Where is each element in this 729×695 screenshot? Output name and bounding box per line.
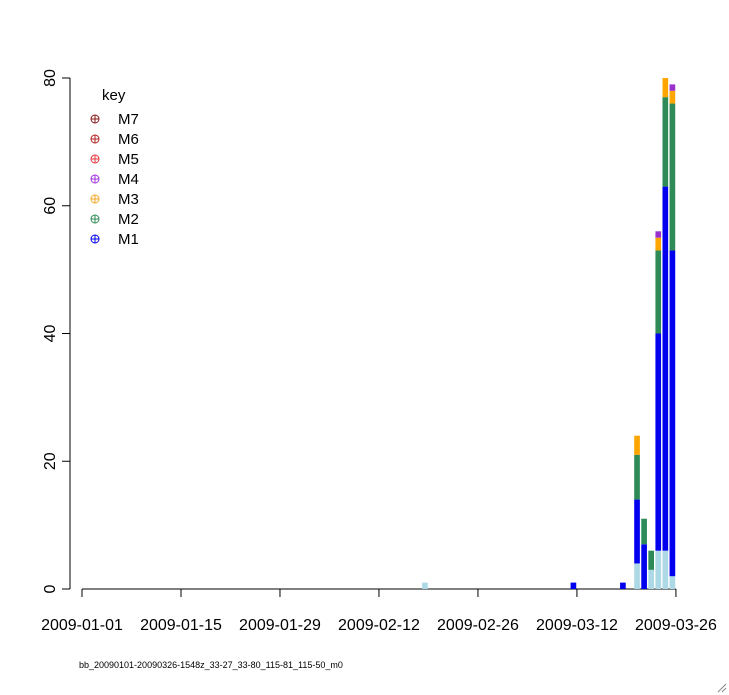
footnote: bb_20090101-20090326-1548z_33-27_33-80_1… bbox=[79, 660, 343, 670]
bar-2009-03-22 bbox=[648, 550, 655, 589]
bar-segment-m1 bbox=[662, 186, 669, 551]
y-tick-label: 0 bbox=[42, 584, 59, 593]
bar-segment-m2 bbox=[669, 103, 676, 251]
y-tick-label: 80 bbox=[42, 69, 59, 87]
y-tick-label: 60 bbox=[42, 197, 59, 215]
legend-entry: M6 bbox=[90, 131, 139, 148]
bar-segment-m3 bbox=[669, 90, 676, 104]
bar-2009-03-25 bbox=[669, 84, 676, 589]
circle-plus-icon bbox=[90, 174, 100, 184]
legend: key M7 M6 M5 M4 M3 M2 M1 bbox=[90, 87, 139, 248]
bar-segment-m3 bbox=[634, 435, 640, 455]
legend-label: M1 bbox=[118, 231, 139, 248]
legend-entry: M7 bbox=[90, 111, 139, 128]
bar-segment-m2 bbox=[655, 250, 662, 334]
legend-entry: M4 bbox=[90, 171, 139, 188]
legend-label: M6 bbox=[118, 131, 139, 148]
bar-segment-m0 bbox=[669, 576, 676, 589]
bar-2009-03-11 bbox=[570, 582, 577, 589]
circle-plus-icon bbox=[90, 214, 100, 224]
bar-segment-m2 bbox=[648, 550, 655, 570]
bar-segment-m0 bbox=[662, 550, 669, 589]
legend-entry: M3 bbox=[90, 191, 139, 208]
legend-label: M5 bbox=[118, 151, 139, 168]
bar-segment-m0 bbox=[655, 550, 662, 589]
x-tick-label: 2009-03-12 bbox=[536, 617, 618, 634]
legend-title: key bbox=[102, 87, 126, 104]
bar-segment-m1 bbox=[634, 499, 640, 564]
circle-plus-icon bbox=[90, 114, 100, 124]
legend-label: M4 bbox=[118, 171, 139, 188]
legend-label: M2 bbox=[118, 211, 139, 228]
circle-plus-icon bbox=[90, 194, 100, 204]
bars bbox=[422, 78, 676, 589]
circle-plus-icon bbox=[90, 154, 100, 164]
bar-segment-m3 bbox=[662, 78, 669, 98]
legend-label: M7 bbox=[118, 111, 139, 128]
legend-entry: M5 bbox=[90, 151, 139, 168]
bar-segment-m0 bbox=[634, 563, 640, 589]
bar-segment-m0 bbox=[422, 582, 428, 589]
bar-segment-m4 bbox=[669, 84, 676, 91]
bar-2009-03-21 bbox=[641, 518, 647, 589]
legend-label: M3 bbox=[118, 191, 139, 208]
legend-entry: M2 bbox=[90, 211, 139, 228]
x-tick-label: 2009-02-26 bbox=[437, 617, 519, 634]
resize-grip-icon[interactable] bbox=[715, 681, 727, 693]
legend-entry: M1 bbox=[90, 231, 139, 248]
x-tick-label: 2009-01-01 bbox=[41, 617, 123, 634]
x-tick-label: 2009-03-26 bbox=[635, 617, 717, 634]
bar-segment-m1 bbox=[641, 544, 647, 589]
bar-segment-m2 bbox=[641, 518, 647, 545]
bar-segment-m1 bbox=[669, 250, 676, 577]
bar-2009-02-18 bbox=[422, 582, 428, 589]
y-tick-label: 20 bbox=[42, 452, 59, 470]
circle-plus-icon bbox=[90, 234, 100, 244]
x-axis: 2009-01-01 2009-01-15 2009-01-29 2009-02-12… bbox=[41, 588, 717, 634]
bar-segment-m1 bbox=[620, 582, 626, 589]
x-tick-label: 2009-02-12 bbox=[338, 617, 420, 634]
x-tick-label: 2009-01-15 bbox=[140, 617, 222, 634]
bar-2009-03-20 bbox=[634, 435, 640, 589]
circle-plus-icon bbox=[90, 134, 100, 144]
bar-segment-m4 bbox=[655, 231, 662, 238]
bar-segment-m0 bbox=[648, 569, 655, 589]
bar-2009-03-23 bbox=[655, 231, 662, 589]
bar-segment-m2 bbox=[662, 97, 669, 187]
bar-segment-m1 bbox=[655, 333, 662, 551]
bar-segment-m1 bbox=[570, 582, 577, 589]
y-tick-label: 40 bbox=[42, 325, 59, 343]
bar-2009-03-18 bbox=[620, 582, 626, 589]
y-axis: 0 20 40 60 80 bbox=[42, 69, 71, 593]
bar-segment-m2 bbox=[634, 454, 640, 500]
bar-2009-03-24 bbox=[662, 78, 669, 589]
bar-segment-m3 bbox=[655, 237, 662, 251]
x-tick-label: 2009-01-29 bbox=[239, 617, 321, 634]
